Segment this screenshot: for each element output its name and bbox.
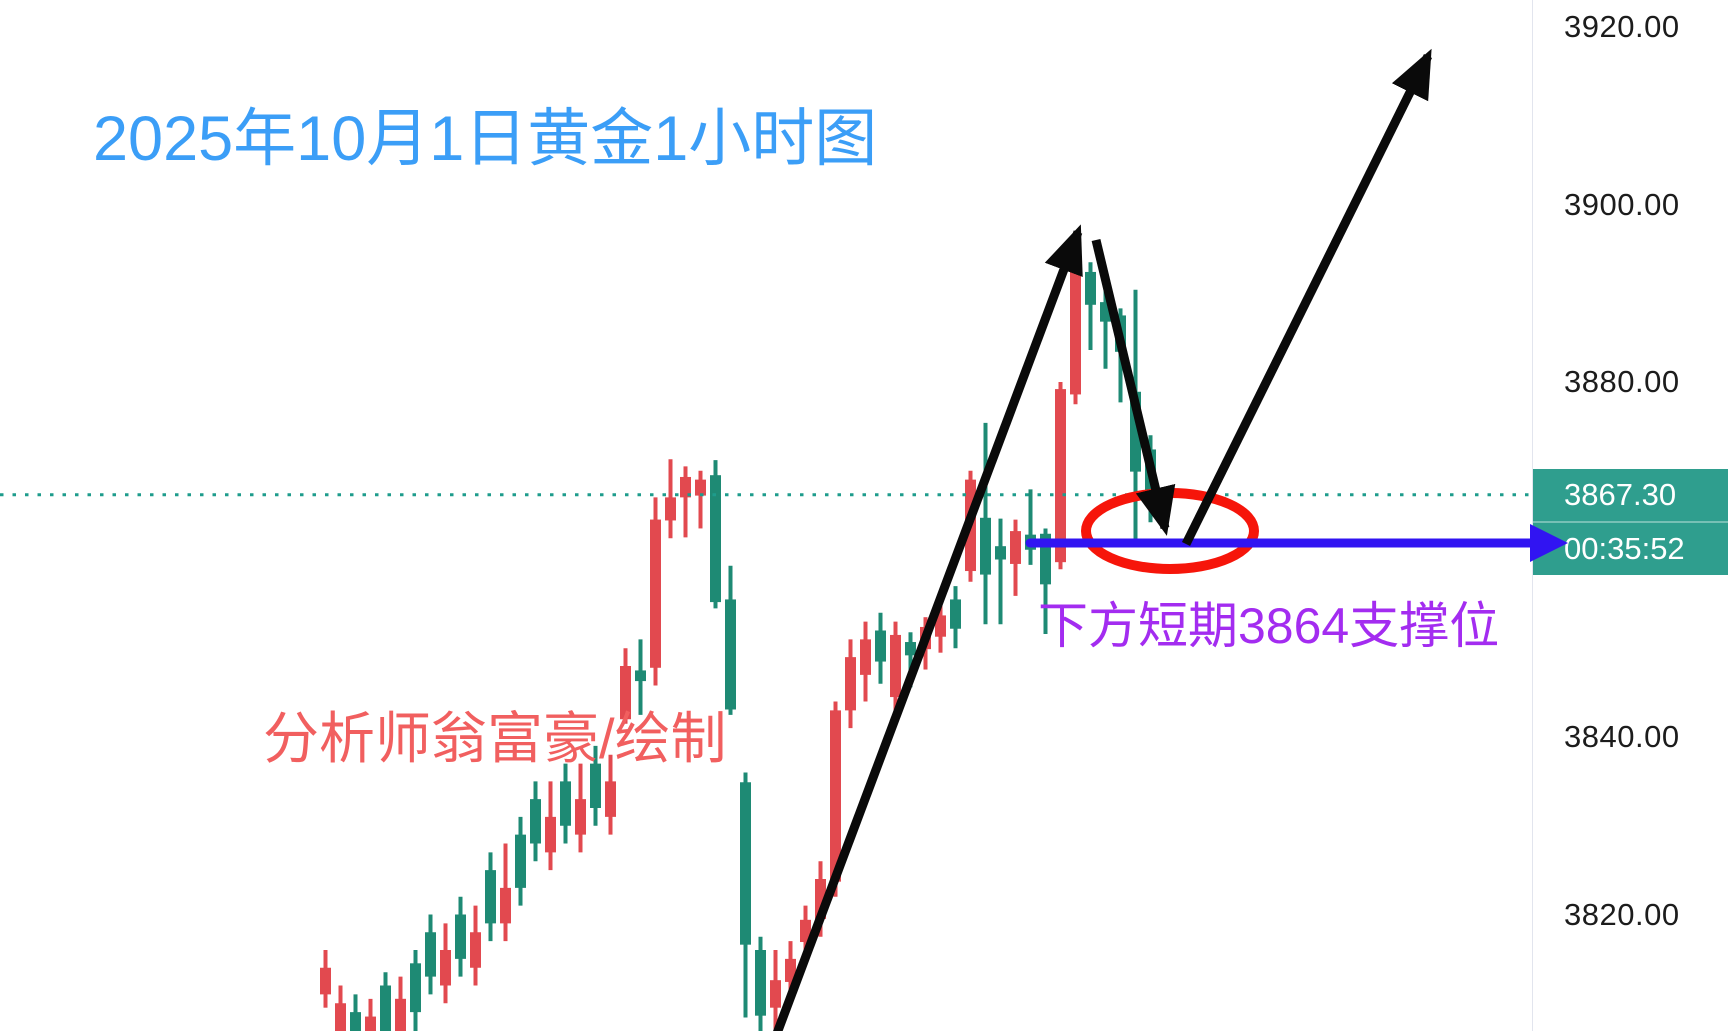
bar-countdown-badge: 00:35:52: [1533, 520, 1728, 575]
candle-up: [515, 834, 526, 888]
trend-arrow: [773, 224, 1083, 1031]
price-axis-label: 3900.00: [1564, 186, 1680, 222]
price-axis[interactable]: 3867.30 00:35:52 3920.00 3900.00 3880.00 38…: [1532, 0, 1728, 1031]
candle-down: [1070, 270, 1081, 395]
candle-up: [1085, 271, 1096, 305]
candle-up: [905, 642, 916, 656]
candle-up: [980, 517, 991, 575]
candle-up: [710, 475, 721, 603]
candle-down: [830, 710, 841, 882]
price-axis-label: 3820.00: [1564, 896, 1680, 932]
candle-down: [470, 932, 481, 968]
blue-arrowhead: [1530, 524, 1568, 562]
candle-up: [560, 781, 571, 826]
current-price-badge: 3867.30: [1533, 468, 1728, 521]
candle-up: [995, 546, 1006, 560]
candle-up: [410, 963, 421, 1013]
analyst-credit-annotation: 分析师翁富豪/绘制: [263, 707, 727, 770]
candle-up: [635, 670, 646, 682]
candle-down: [650, 519, 661, 668]
candle-down: [500, 887, 511, 924]
candle-up: [1130, 391, 1141, 472]
candle-down: [890, 634, 901, 698]
candle-down: [695, 479, 706, 496]
bar-countdown-value: 00:35:52: [1564, 530, 1685, 566]
candle-down: [860, 639, 871, 675]
candle-down: [845, 657, 856, 711]
candle-down: [680, 476, 691, 498]
candle-up: [425, 932, 436, 977]
candle-up: [740, 782, 751, 945]
candle-down: [665, 497, 676, 521]
trend-arrows-layer: [773, 48, 1433, 1031]
candle-up: [380, 985, 391, 1031]
candle-down: [395, 998, 406, 1031]
support-line-arrow-annotation: [1025, 524, 1568, 562]
current-price-value: 3867.30: [1564, 476, 1677, 512]
candle-up: [455, 914, 466, 959]
candle-down: [800, 919, 811, 943]
candle-up: [530, 799, 541, 844]
price-axis-label: 3880.00: [1564, 364, 1680, 399]
chart-title-annotation: 2025年10月1日黄金1小时图: [93, 104, 878, 174]
candle-down: [815, 879, 826, 919]
price-axis-label: 3920.00: [1564, 9, 1680, 44]
candle-down: [1055, 389, 1066, 563]
candle-up: [755, 950, 766, 1016]
support-level-annotation: 下方短期3864支撑位: [1038, 598, 1500, 654]
candles-layer: [320, 262, 1156, 1031]
candle-down: [320, 967, 331, 995]
candle-up: [725, 599, 736, 710]
candle-up: [590, 763, 601, 808]
candle-down: [335, 1003, 346, 1031]
candle-up: [950, 599, 961, 629]
candle-down: [440, 950, 451, 986]
price-axis-label: 3840.00: [1564, 719, 1680, 754]
candle-down: [575, 799, 586, 835]
candle-up: [875, 630, 886, 662]
trend-arrow: [1181, 48, 1433, 546]
candle-down: [605, 781, 616, 817]
candle-up: [1040, 533, 1051, 585]
candle-up: [1100, 302, 1111, 322]
candle-down: [785, 958, 796, 982]
highlight-ellipse-annotation: [1081, 488, 1259, 574]
candle-down: [545, 816, 556, 853]
candle-down: [935, 615, 946, 637]
candle-down: [365, 1016, 376, 1031]
candle-down: [770, 980, 781, 1008]
candle-up: [350, 1012, 361, 1031]
trend-arrow: [1091, 238, 1176, 536]
candle-down: [1010, 531, 1021, 564]
candle-up: [485, 870, 496, 924]
candle-down: [620, 666, 631, 720]
